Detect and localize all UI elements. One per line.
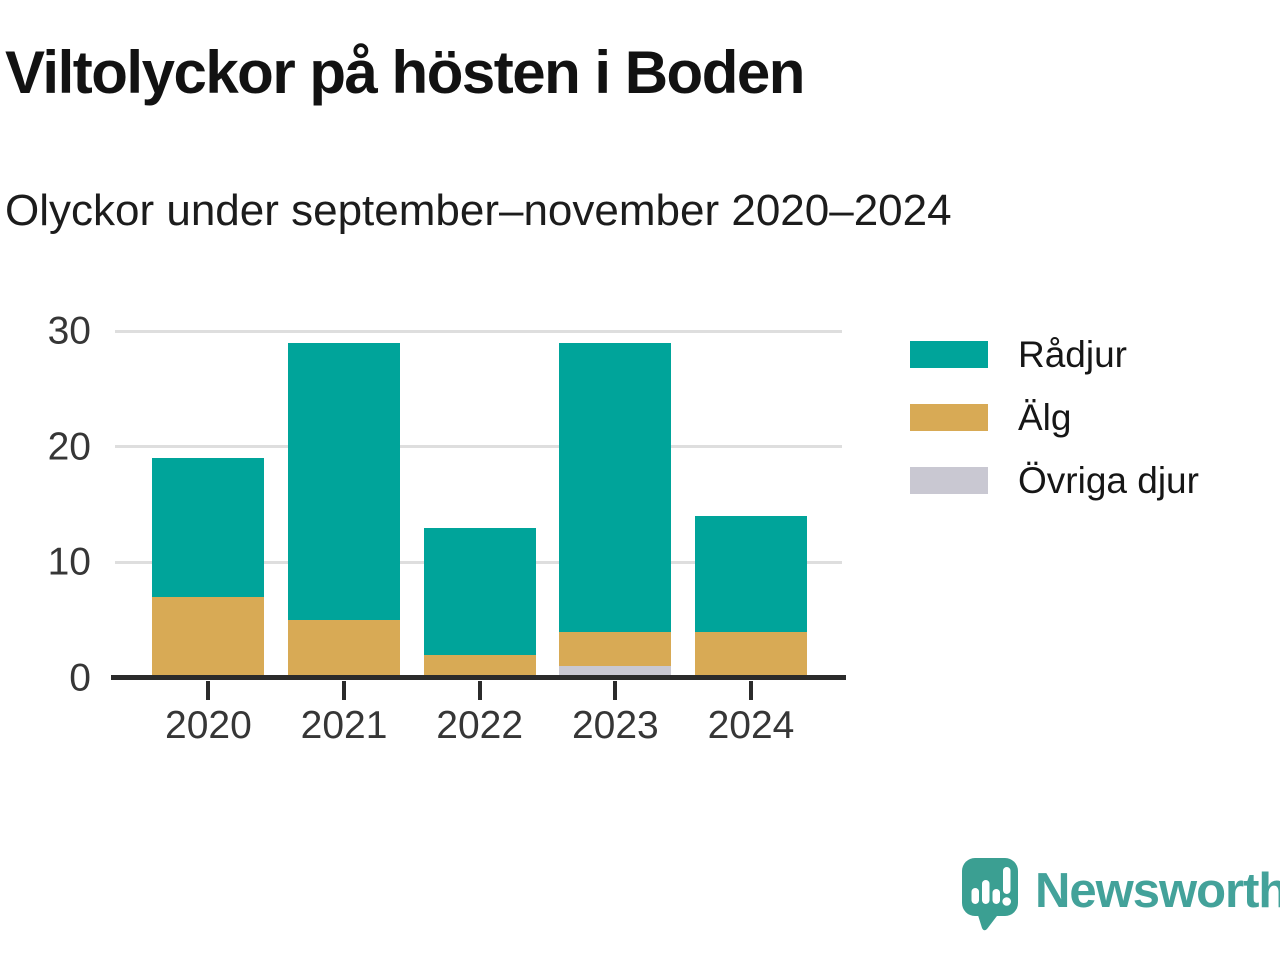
legend-item-ovriga-djur: Övriga djur [910, 459, 1199, 502]
legend-swatch-alg [910, 404, 988, 431]
bar-2023--vriga-djur [559, 666, 672, 678]
bar-2021-r-djur [288, 342, 401, 621]
x-tick-label-2022: 2022 [436, 704, 524, 747]
legend-label-alg: Älg [1018, 396, 1072, 438]
newsworthy-logo-icon [962, 858, 1018, 931]
bar-2023-r-djur [559, 342, 672, 632]
legend-item-radjur: Rådjur [910, 333, 1199, 376]
y-tick-label-30: 30 [47, 309, 91, 353]
bar-2020-r-djur [152, 458, 265, 598]
x-tick-2020 [206, 681, 211, 700]
x-tick-label-2020: 2020 [165, 704, 252, 747]
chart-subtitle: Olyckor under september–november 2020–20… [5, 186, 952, 235]
y-tick-label-0: 0 [69, 656, 91, 700]
gridline-20 [115, 445, 842, 449]
bar-2024-r-djur [695, 516, 807, 632]
x-axis-line [111, 675, 846, 680]
bar-2022-r-djur [423, 527, 536, 655]
x-tick-2023 [613, 681, 618, 700]
legend-swatch-ovriga-djur [910, 467, 988, 494]
gridline-30 [115, 329, 842, 333]
legend-label-radjur: Rådjur [1018, 333, 1127, 375]
bar-2020--lg [152, 597, 265, 678]
legend-item-alg: Älg [910, 396, 1199, 439]
y-tick-label-10: 10 [47, 540, 91, 584]
x-tick-2024 [749, 681, 753, 700]
newsworthy-logo-text: Newsworthy [1035, 864, 1280, 918]
bar-2024--lg [695, 631, 807, 678]
legend-label-ovriga-djur: Övriga djur [1018, 459, 1199, 501]
legend-swatch-radjur [910, 341, 988, 368]
x-tick-label-2021: 2021 [300, 704, 388, 747]
x-tick-label-2023: 2023 [571, 704, 659, 747]
bar-2021--lg [288, 620, 401, 678]
x-tick-label-2024: 2024 [707, 704, 795, 747]
chart-title: Viltolyckor på hösten i Boden [5, 39, 805, 106]
x-tick-2021 [342, 681, 347, 700]
x-tick-2022 [477, 681, 482, 700]
plot-area: 0 10 20 30 2020 2021 2022 2023 2024 [48, 312, 846, 747]
bar-2023--lg [559, 631, 672, 667]
legend: Rådjur Älg Övriga djur [910, 333, 1199, 522]
bar-2022--lg [423, 654, 536, 678]
newsworthy-logo: Newsworthy [962, 858, 1280, 931]
y-tick-label-20: 20 [47, 425, 91, 469]
